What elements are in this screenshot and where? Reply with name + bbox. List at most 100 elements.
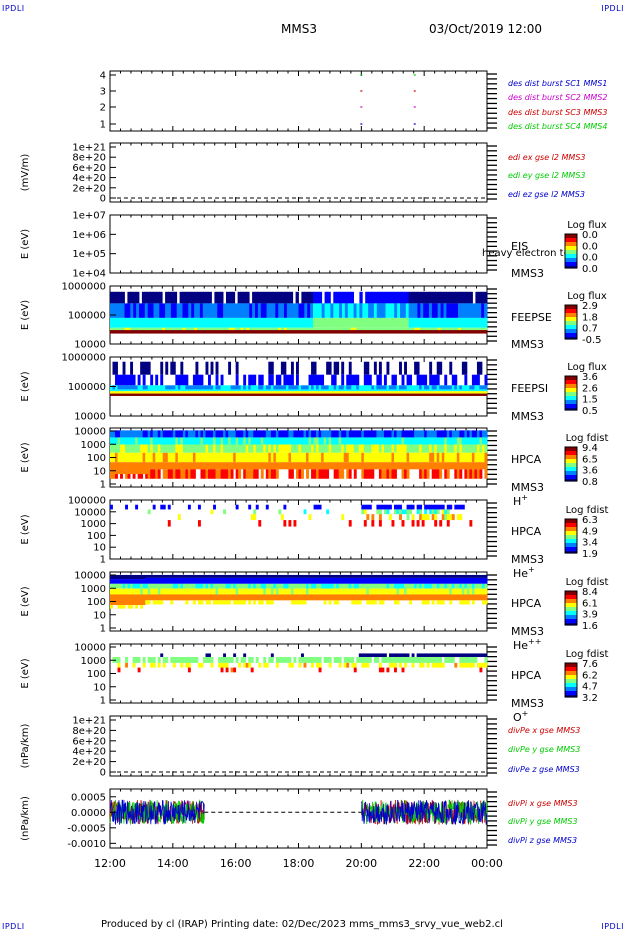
spectrogram-cell — [336, 452, 340, 463]
spectrogram-cell — [378, 462, 382, 470]
spectrogram-cell — [180, 430, 184, 438]
spectrogram-cell — [341, 374, 345, 386]
colorbar-band — [565, 527, 577, 530]
spectrogram-cell — [218, 393, 221, 396]
colorbar-band — [565, 479, 577, 482]
spectrogram-cell — [368, 588, 372, 595]
spectrogram-cell — [177, 437, 181, 445]
spectrogram-cell — [301, 303, 305, 318]
spectrogram-cell — [275, 574, 279, 578]
spectrogram-cell — [285, 583, 289, 589]
colorbar-band — [565, 327, 577, 330]
spectrogram-cell — [214, 303, 218, 318]
spectrogram-cell — [338, 462, 342, 470]
spectrogram-cell — [133, 303, 137, 318]
spectrogram-cell — [316, 430, 320, 438]
spectrogram-cell — [258, 437, 262, 445]
spectrogram-cell — [301, 327, 305, 331]
spectrogram-cell — [121, 327, 125, 331]
spectrogram-cell — [484, 653, 488, 657]
spectrogram-cell — [306, 594, 309, 601]
spectrogram-cell — [225, 656, 229, 663]
spectrogram-cell — [135, 574, 139, 580]
spectrogram-cell — [333, 361, 337, 375]
spectrogram-cell — [141, 330, 146, 334]
spectrogram-cell — [213, 469, 216, 479]
spectrogram-cell — [441, 574, 445, 578]
spectrogram-cell — [401, 452, 405, 463]
spectrogram-cell — [253, 574, 257, 578]
spectrogram-cell — [180, 437, 184, 445]
spectrogram-cell — [440, 303, 444, 318]
spectrogram-cell — [288, 594, 292, 601]
spectrogram-cell — [455, 317, 459, 328]
spectrogram-cell — [446, 452, 450, 463]
spectrogram-cell — [238, 600, 242, 605]
spectrogram-cell — [263, 393, 267, 396]
spectrogram-cell — [378, 588, 382, 595]
spectrogram-cell — [431, 504, 435, 510]
spectrogram-cell — [175, 588, 179, 595]
spectrogram-cell — [376, 291, 381, 304]
spectrogram-cell — [228, 393, 232, 396]
spectrogram-cell — [243, 452, 247, 463]
spectrogram-cell — [177, 430, 181, 438]
spectrogram-cell — [157, 452, 161, 463]
spectrogram-cell — [120, 374, 123, 386]
spectrogram-cell — [336, 656, 340, 663]
spectrogram-cell — [285, 594, 289, 601]
spectrogram-cell — [439, 452, 443, 463]
spectrogram-cell — [162, 583, 166, 589]
y-tick-label: 10000 — [74, 507, 106, 518]
spectrogram-cell — [391, 437, 395, 445]
instrument-label: HPCA — [511, 669, 542, 682]
spectrogram-cell — [110, 291, 114, 304]
spectrogram-cell — [394, 653, 397, 657]
colorbar-tick-label: 0.0 — [582, 230, 598, 241]
y-tick-label: 2 — [100, 103, 106, 114]
y-tick-label: 10 — [93, 543, 106, 554]
spectrogram-cell — [141, 327, 146, 331]
spectrogram-cell — [421, 452, 425, 463]
spectrogram-cell — [318, 393, 322, 396]
spectrogram-cell — [140, 474, 144, 479]
spectrogram-cell — [378, 577, 382, 584]
spectrogram-cell — [333, 577, 337, 584]
colorbar-tick-label: 6.2 — [582, 670, 598, 681]
spectrogram-cell — [197, 303, 201, 318]
spectrogram-cell — [429, 291, 433, 304]
spectrogram-cell — [361, 469, 365, 479]
spectrogram-cell — [255, 444, 259, 453]
spectrogram-cell — [278, 391, 282, 394]
spectrogram-cell — [208, 430, 211, 438]
spectrogram-cell — [240, 385, 244, 390]
spectrogram-cell — [399, 594, 402, 601]
spectrogram-cell — [411, 437, 415, 445]
spectrogram-cell — [356, 444, 360, 453]
spectrogram-cell — [471, 469, 475, 479]
spectrogram-cell — [373, 653, 377, 657]
spectrogram-cell — [197, 444, 201, 453]
spectrogram-cell — [376, 509, 380, 515]
spectrogram-cell — [269, 317, 273, 328]
spectrogram-cell — [353, 452, 357, 463]
spectrogram-cell — [288, 520, 292, 527]
spectrogram-cell — [456, 574, 460, 578]
spectrogram-cell — [281, 303, 285, 318]
spectrogram-cell — [426, 504, 430, 510]
spectrogram-cell — [376, 452, 380, 463]
spectrogram-cell — [466, 430, 470, 438]
spectrogram-cell — [399, 574, 402, 578]
spectrogram-cell — [401, 656, 405, 663]
spectrogram-cell — [328, 577, 332, 584]
spectrogram-cell — [313, 361, 317, 375]
spectrogram-cell — [386, 667, 390, 673]
spectrogram-cell — [424, 374, 428, 386]
spectrogram-cell — [481, 317, 485, 328]
spectrogram-cell — [343, 393, 347, 396]
spectrogram-cell — [464, 389, 468, 392]
spectrogram-cell — [376, 588, 380, 595]
spectrogram-cell — [208, 391, 211, 394]
spectrogram-cell — [191, 303, 195, 318]
spectrogram-cell — [248, 374, 252, 386]
